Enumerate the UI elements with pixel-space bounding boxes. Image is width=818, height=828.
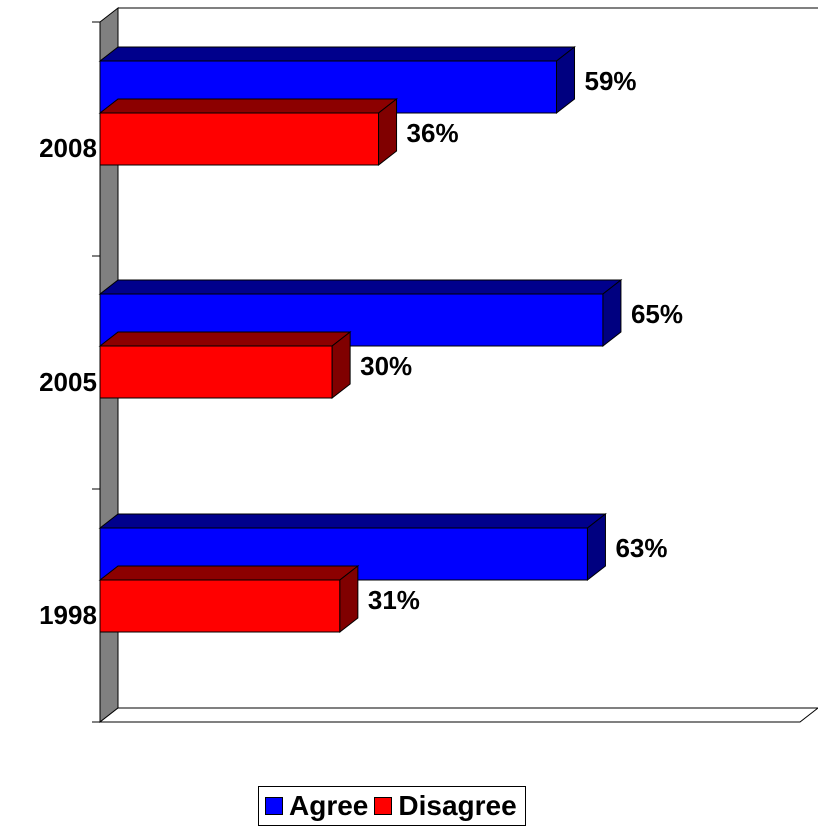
data-label: 36%	[407, 118, 459, 148]
legend-item-disagree: Disagree	[374, 790, 517, 822]
bar-disagree-2005	[98, 330, 352, 400]
legend-item-agree: Agree	[265, 790, 368, 822]
data-label: 31%	[368, 585, 420, 615]
data-label: 65%	[631, 299, 683, 329]
floor	[98, 707, 818, 723]
bar-chart: 2008 59% 36% 2005 65% 30% 1998 63% 31%	[39, 6, 818, 724]
data-label: 63%	[615, 533, 667, 563]
category-label: 1998	[39, 600, 97, 630]
legend-label: Agree	[289, 790, 369, 821]
data-label: 30%	[360, 351, 412, 381]
bar-agree-2005	[98, 278, 623, 348]
data-label: 59%	[585, 66, 637, 96]
legend-label: Disagree	[398, 790, 517, 821]
category-label: 2005	[39, 367, 97, 397]
legend-swatch	[265, 797, 283, 815]
legend: Agree Disagree	[258, 786, 526, 826]
legend-swatch	[374, 797, 393, 815]
category-label: 2008	[39, 133, 97, 163]
bar-disagree-1998	[98, 564, 360, 634]
bar-disagree-2008	[98, 97, 399, 167]
